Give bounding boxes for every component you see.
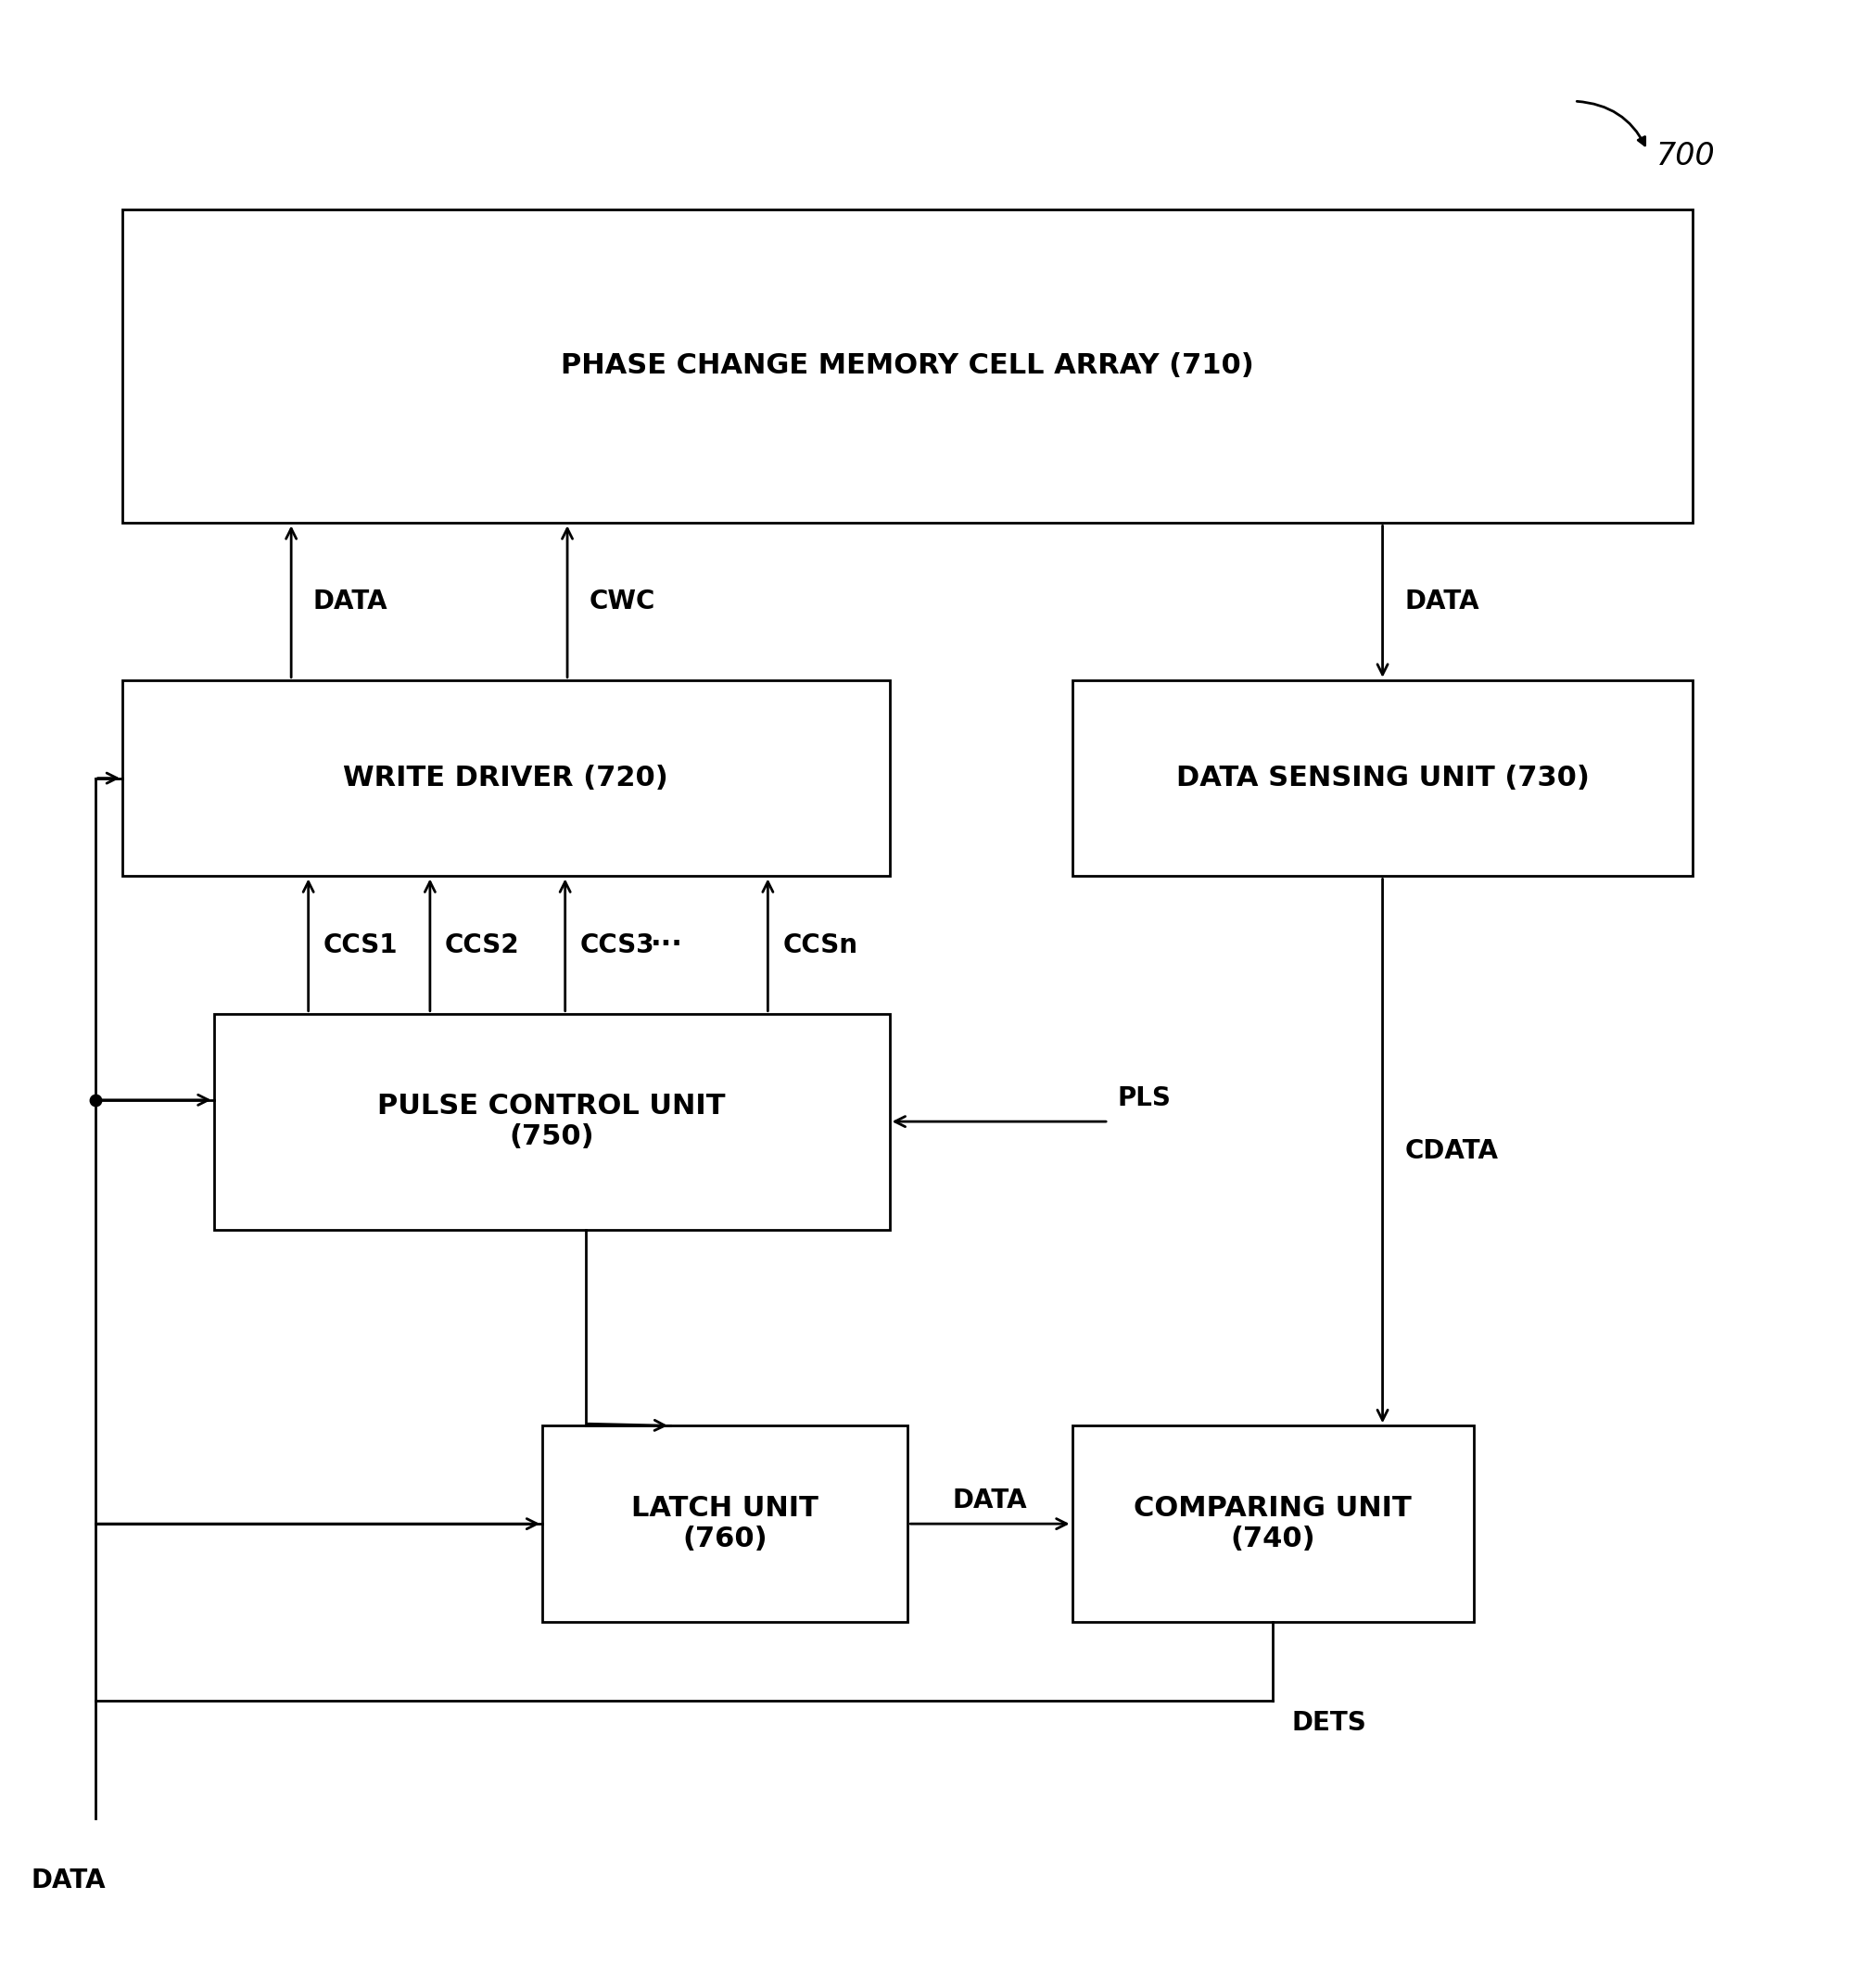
FancyBboxPatch shape: [1072, 680, 1693, 877]
FancyBboxPatch shape: [213, 1014, 889, 1229]
Text: PLS: PLS: [1119, 1085, 1172, 1111]
FancyBboxPatch shape: [122, 209, 1693, 523]
Text: DATA: DATA: [31, 1867, 106, 1893]
Text: PHASE CHANGE MEMORY CELL ARRAY (710): PHASE CHANGE MEMORY CELL ARRAY (710): [561, 352, 1254, 380]
Text: DETS: DETS: [1291, 1710, 1367, 1736]
Text: CCSn: CCSn: [782, 932, 857, 958]
Text: DATA: DATA: [313, 588, 387, 614]
FancyBboxPatch shape: [543, 1425, 907, 1622]
Text: WRITE DRIVER (720): WRITE DRIVER (720): [343, 765, 669, 791]
Text: CDATA: CDATA: [1404, 1137, 1498, 1163]
Text: CCS3: CCS3: [580, 932, 654, 958]
FancyBboxPatch shape: [1072, 1425, 1474, 1622]
Text: CWC: CWC: [589, 588, 656, 614]
Text: DATA: DATA: [1404, 588, 1480, 614]
Text: CCS2: CCS2: [444, 932, 519, 958]
FancyBboxPatch shape: [122, 680, 889, 877]
Text: LATCH UNIT
(760): LATCH UNIT (760): [632, 1495, 819, 1553]
Text: ···: ···: [650, 932, 683, 958]
Text: CCS1: CCS1: [322, 932, 398, 958]
Text: DATA: DATA: [952, 1487, 1028, 1513]
Text: DATA SENSING UNIT (730): DATA SENSING UNIT (730): [1176, 765, 1589, 791]
Text: PULSE CONTROL UNIT
(750): PULSE CONTROL UNIT (750): [378, 1093, 726, 1151]
Text: COMPARING UNIT
(740): COMPARING UNIT (740): [1133, 1495, 1411, 1553]
Text: 700: 700: [1656, 141, 1715, 171]
